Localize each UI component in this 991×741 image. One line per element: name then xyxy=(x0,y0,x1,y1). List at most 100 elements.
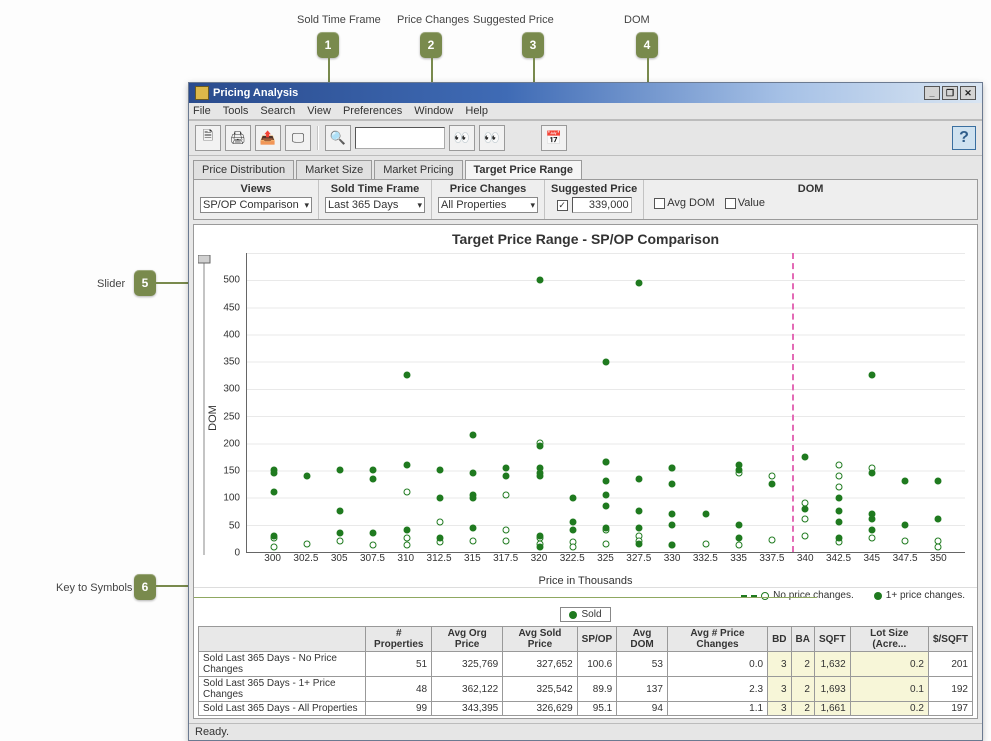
pricechanges-select[interactable]: All Properties▾ xyxy=(438,197,538,213)
cell: 3 xyxy=(768,652,791,677)
maximize-button[interactable]: ❐ xyxy=(942,86,958,100)
views-header: Views xyxy=(200,183,312,195)
th-bd: BD xyxy=(768,627,791,652)
legend-keyline xyxy=(194,597,817,598)
data-point-filled xyxy=(868,372,875,379)
legend-1plus-changes: 1+ price changes. xyxy=(874,590,965,601)
x-tick: 350 xyxy=(930,553,947,564)
menu-tools[interactable]: Tools xyxy=(223,105,249,117)
avgdom-checkbox[interactable] xyxy=(654,198,665,209)
data-point-filled xyxy=(669,521,676,528)
menu-help[interactable]: Help xyxy=(465,105,488,117)
y-tick: 50 xyxy=(229,520,240,531)
app-window: Pricing Analysis _ ❐ ✕ File Tools Search… xyxy=(188,82,983,741)
cell: 0.0 xyxy=(667,652,767,677)
tab-market-size[interactable]: Market Size xyxy=(296,160,372,179)
monitor-icon: 🖵 xyxy=(292,130,305,146)
data-point-filled xyxy=(270,532,277,539)
tab-price-distribution[interactable]: Price Distribution xyxy=(193,160,294,179)
menu-preferences[interactable]: Preferences xyxy=(343,105,402,117)
y-tick: 350 xyxy=(223,357,240,368)
pricechanges-value: All Properties xyxy=(441,199,506,211)
help-button[interactable]: ? xyxy=(952,126,976,150)
options-panel: Views SP/OP Comparison▾ Sold Time Frame … xyxy=(193,179,978,220)
calendar-button[interactable]: 📅 xyxy=(541,125,567,151)
data-point-open xyxy=(769,472,776,479)
y-tick: 450 xyxy=(223,302,240,313)
menu-view[interactable]: View xyxy=(307,105,331,117)
value-label: Value xyxy=(738,197,765,209)
print-button[interactable]: 🖨 xyxy=(225,125,251,151)
data-point-filled xyxy=(603,491,610,498)
cell: 2 xyxy=(791,652,814,677)
data-point-open xyxy=(403,542,410,549)
export-button[interactable]: 📤 xyxy=(255,125,281,151)
x-tick: 300 xyxy=(264,553,281,564)
callout-label-dom: DOM xyxy=(624,14,650,26)
avgdom-label: Avg DOM xyxy=(667,197,714,209)
suggested-checkbox[interactable]: ✓ xyxy=(557,200,568,211)
data-point-filled xyxy=(569,527,576,534)
data-point-open xyxy=(868,535,875,542)
tab-market-pricing[interactable]: Market Pricing xyxy=(374,160,462,179)
menu-window[interactable]: Window xyxy=(414,105,453,117)
x-tick: 330 xyxy=(664,553,681,564)
data-point-filled xyxy=(735,467,742,474)
data-point-open xyxy=(902,538,909,545)
callout-label-timeframe: Sold Time Frame xyxy=(297,14,381,26)
data-point-filled xyxy=(636,508,643,515)
binoculars-icon: 👀 xyxy=(454,130,470,146)
menu-search[interactable]: Search xyxy=(260,105,295,117)
timeframe-select[interactable]: Last 365 Days▾ xyxy=(325,197,425,213)
table-row: Sold Last 365 Days - All Properties 99 3… xyxy=(199,702,973,716)
monitor-button[interactable]: 🖵 xyxy=(285,125,311,151)
cell: 325,542 xyxy=(503,677,577,702)
cell: 95.1 xyxy=(577,702,617,716)
data-point-filled xyxy=(403,372,410,379)
data-point-open xyxy=(470,538,477,545)
cell: 201 xyxy=(928,652,972,677)
th-psqft: $/SQFT xyxy=(928,627,972,652)
x-tick: 307.5 xyxy=(360,553,385,564)
callout-badge-4: 4 xyxy=(636,32,658,58)
sold-legend: Sold xyxy=(194,607,977,622)
chart-title: Target Price Range - SP/OP Comparison xyxy=(194,225,977,249)
open-marker-icon xyxy=(761,592,769,600)
minimize-button[interactable]: _ xyxy=(924,86,940,100)
find-prev-button[interactable]: 👀 xyxy=(479,125,505,151)
data-point-filled xyxy=(536,543,543,550)
data-point-open xyxy=(935,543,942,550)
data-point-open xyxy=(769,537,776,544)
y-tick: 400 xyxy=(223,329,240,340)
data-point-filled xyxy=(902,521,909,528)
data-point-filled xyxy=(669,542,676,549)
find-input[interactable] xyxy=(355,127,445,149)
find-next-button[interactable]: 👀 xyxy=(449,125,475,151)
data-point-filled xyxy=(569,519,576,526)
suggested-input[interactable]: 339,000 xyxy=(572,197,632,213)
th-ba: BA xyxy=(791,627,814,652)
cell: 2.3 xyxy=(667,677,767,702)
suggested-price-refline xyxy=(792,253,794,552)
menu-file[interactable]: File xyxy=(193,105,211,117)
data-point-filled xyxy=(636,475,643,482)
data-point-filled xyxy=(536,277,543,284)
data-point-filled xyxy=(603,358,610,365)
row3-label: Sold Last 365 Days - All Properties xyxy=(199,702,366,716)
cell: 327,652 xyxy=(503,652,577,677)
toolbar-separator xyxy=(317,126,319,150)
find-button[interactable]: 🔍 xyxy=(325,125,351,151)
views-select[interactable]: SP/OP Comparison▾ xyxy=(200,197,312,213)
tab-target-price-range[interactable]: Target Price Range xyxy=(465,160,582,179)
window-title: Pricing Analysis xyxy=(213,87,298,99)
th-blank xyxy=(199,627,366,652)
cell: 0.1 xyxy=(850,677,928,702)
printer-icon: 🖨 xyxy=(230,130,247,146)
row1-label: Sold Last 365 Days - No Price Changes xyxy=(199,652,366,677)
close-button[interactable]: ✕ xyxy=(960,86,976,100)
value-checkbox[interactable] xyxy=(725,198,736,209)
data-point-filled xyxy=(868,527,875,534)
pricechanges-header: Price Changes xyxy=(438,183,538,195)
callout-label-suggested: Suggested Price xyxy=(473,14,554,26)
print-preview-button[interactable]: 🗎 xyxy=(195,125,221,151)
